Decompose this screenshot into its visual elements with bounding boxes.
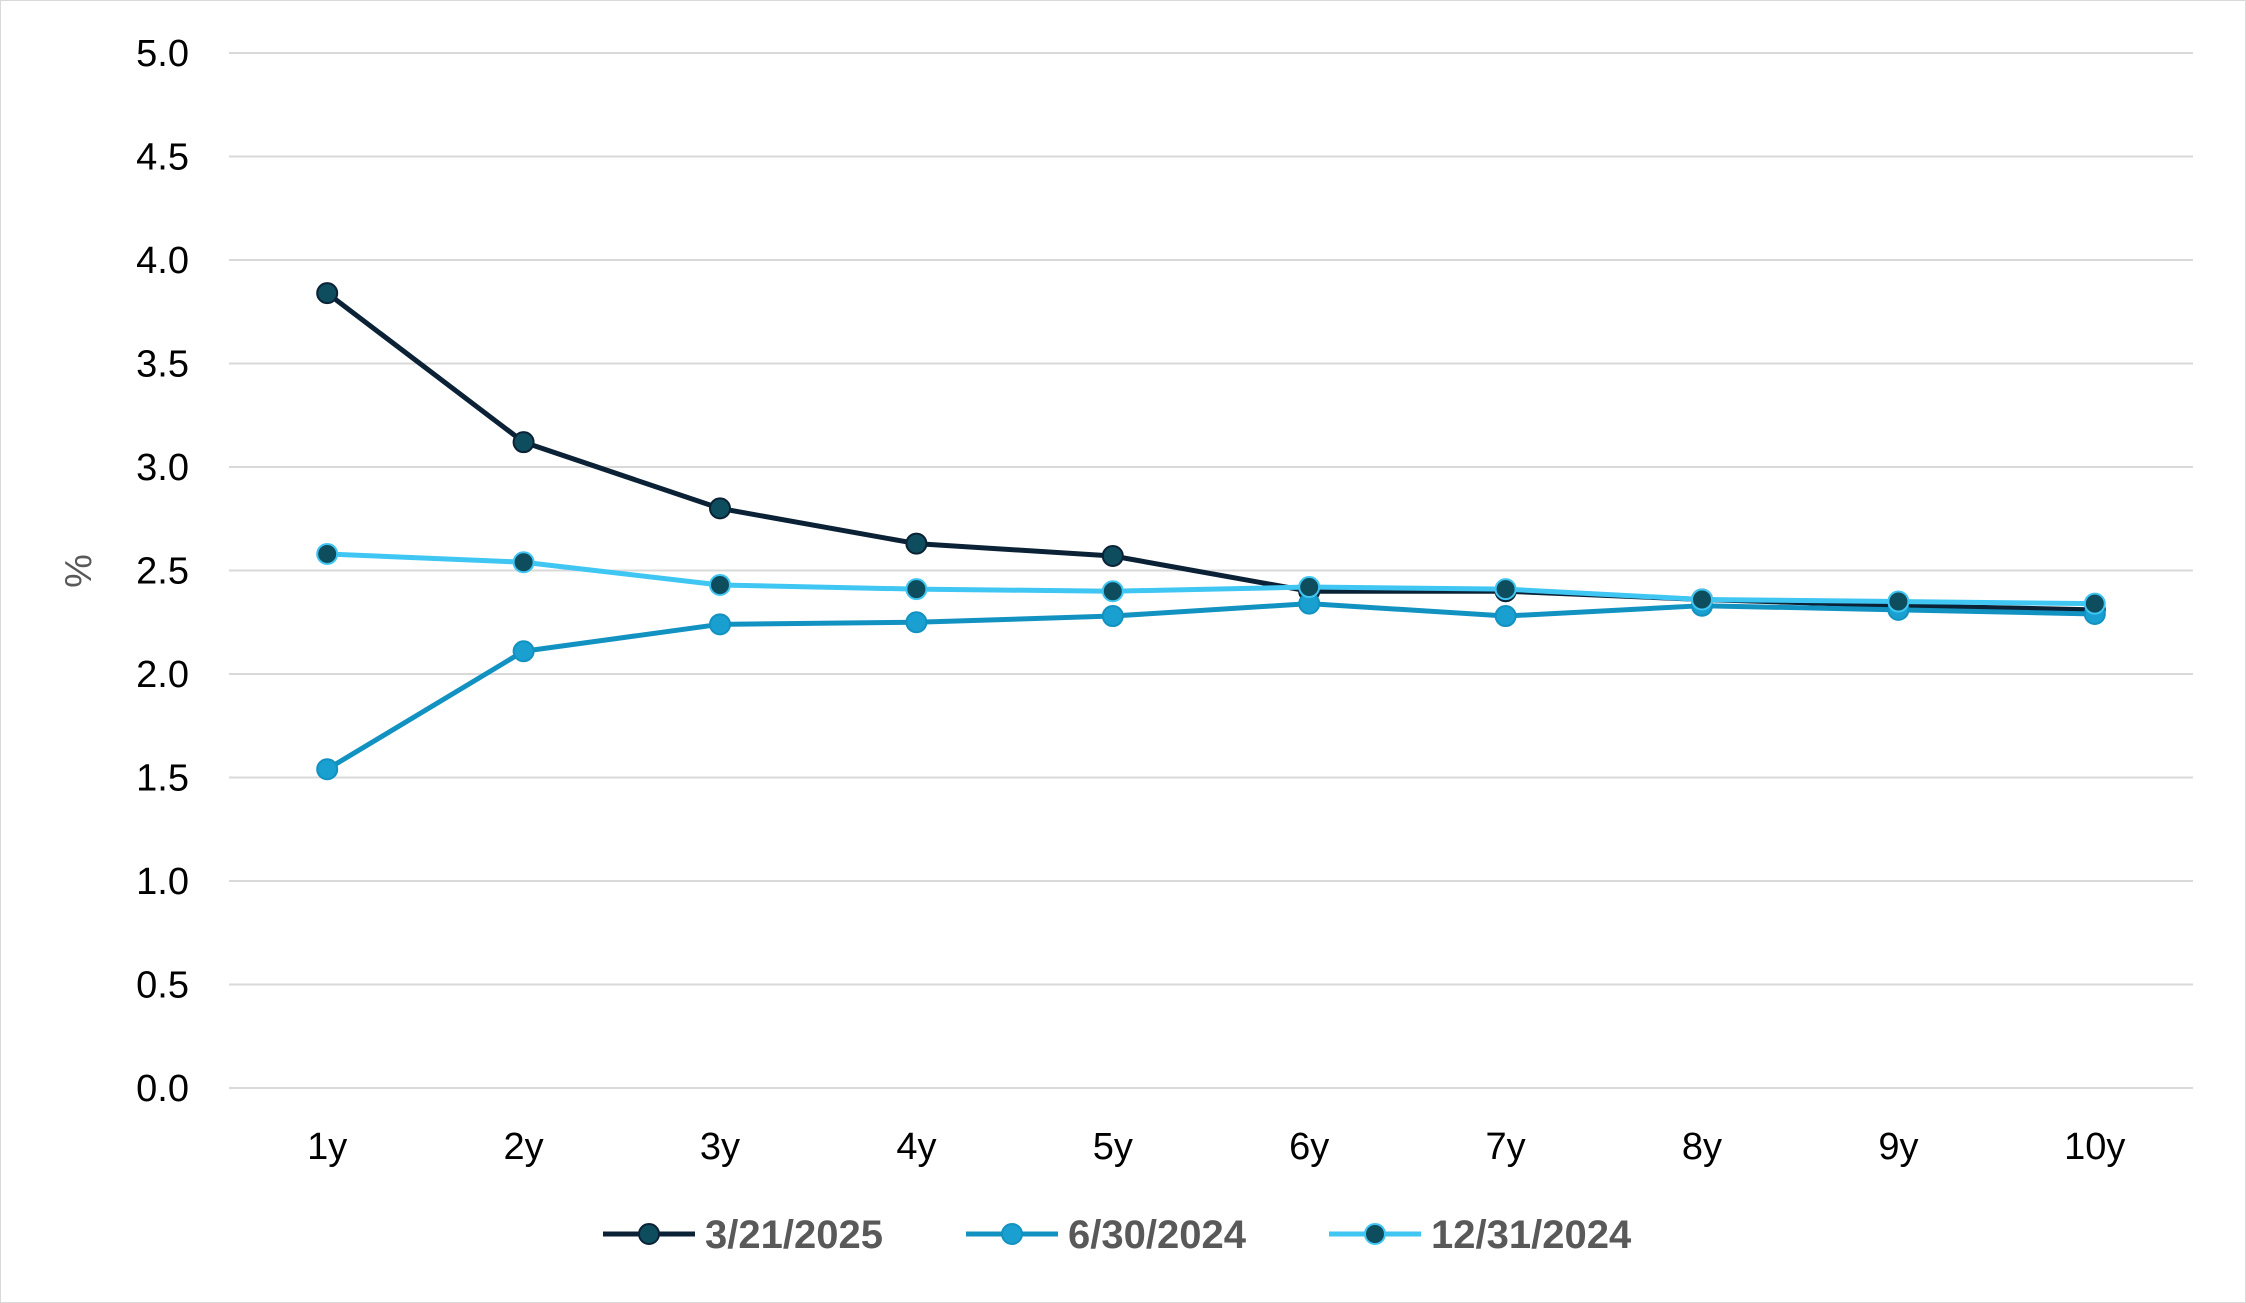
legend-label: 6/30/2024 <box>1068 1213 1247 1257</box>
x-tick-label: 7y <box>1486 1126 1526 1168</box>
series-3 <box>316 542 2106 615</box>
data-point <box>905 611 928 634</box>
x-tick-label: 6y <box>1289 1126 1329 1168</box>
legend-item: 6/30/2024 <box>966 1213 1247 1257</box>
data-point <box>1101 545 1124 568</box>
data-point <box>316 282 339 305</box>
x-tick-label: 2y <box>504 1126 544 1168</box>
gridlines <box>229 52 2193 1089</box>
data-point <box>709 613 731 636</box>
data-point <box>1887 590 1910 613</box>
y-tick-label: 1.5 <box>136 758 189 800</box>
legend-swatch-marker <box>1001 1223 1023 1245</box>
y-tick-label: 3.0 <box>136 447 189 489</box>
data-point <box>316 542 339 565</box>
data-point <box>1494 605 1517 628</box>
series-line <box>325 291 2095 613</box>
x-tick-label: 9y <box>1878 1126 1918 1168</box>
y-tick-label: 3.5 <box>136 344 189 386</box>
data-point <box>1101 580 1124 603</box>
series-lines <box>316 282 2106 781</box>
x-tick-label: 1y <box>307 1126 347 1168</box>
series-2 <box>316 592 2106 781</box>
x-tick-label: 4y <box>896 1126 936 1168</box>
x-axis-ticks: 1y 2y 3y 4y 5y 6y 7y 8y 9y 10y <box>307 1126 2125 1168</box>
legend-swatch-marker <box>638 1223 660 1245</box>
data-point <box>1691 588 1713 611</box>
y-tick-label: 1.0 <box>136 861 189 903</box>
series-line <box>327 551 2095 607</box>
data-point <box>709 497 731 520</box>
x-tick-label: 10y <box>2064 1126 2125 1168</box>
x-tick-label: 8y <box>1682 1126 1722 1168</box>
y-tick-label: 5.0 <box>136 33 189 75</box>
legend: 3/21/2025 6/30/2024 12/31/2024 <box>603 1213 1632 1257</box>
data-point <box>512 640 535 663</box>
data-point <box>512 431 535 454</box>
y-tick-label: 0.5 <box>136 965 189 1007</box>
y-axis-title: % <box>58 554 100 588</box>
legend-item: 12/31/2024 <box>1329 1213 1632 1257</box>
series-line <box>325 601 2095 772</box>
y-tick-label: 4.5 <box>136 137 189 179</box>
y-tick-label: 0.0 <box>136 1068 189 1110</box>
legend-label: 12/31/2024 <box>1431 1213 1632 1257</box>
data-point <box>2083 592 2106 615</box>
y-axis-ticks: 0.0 0.5 1.0 1.5 2.0 2.5 3.0 3.5 4.0 4.5 5.0 <box>136 33 189 1110</box>
x-tick-label: 5y <box>1093 1126 1133 1168</box>
x-tick-label: 3y <box>700 1126 740 1168</box>
y-tick-label: 4.0 <box>136 240 189 282</box>
y-tick-label: 2.5 <box>136 551 189 593</box>
y-tick-label: 2.0 <box>136 654 189 696</box>
data-point <box>1494 578 1517 601</box>
data-point <box>316 758 339 781</box>
legend-label: 3/21/2025 <box>705 1213 883 1257</box>
data-point <box>1101 605 1124 628</box>
legend-item: 3/21/2025 <box>603 1213 883 1257</box>
legend-swatch-marker <box>1364 1223 1386 1245</box>
data-point <box>905 578 928 601</box>
data-point <box>1298 576 1321 599</box>
data-point <box>512 551 535 574</box>
data-point <box>709 573 731 596</box>
data-point <box>905 532 928 555</box>
